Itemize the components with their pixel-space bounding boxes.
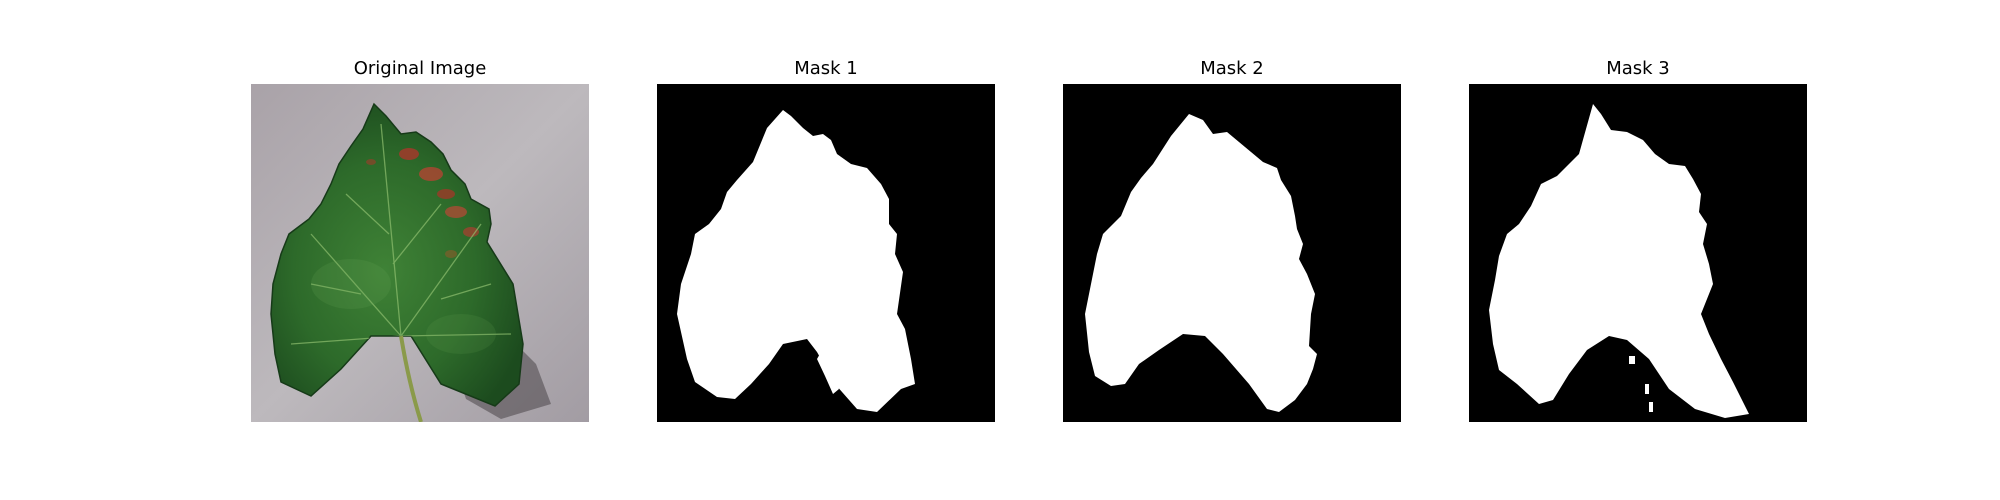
leaf: [270, 102, 524, 407]
mask-2-panel: [1063, 84, 1401, 422]
mask-1-panel: [657, 84, 995, 422]
panel-title-mask-3: Mask 3: [1606, 58, 1670, 79]
mask-2-image: [1063, 84, 1401, 422]
leaf-texture: [290, 123, 512, 354]
panel-title-mask-2: Mask 2: [1200, 58, 1264, 79]
original-leaf-photo: [251, 84, 589, 422]
mask-2-region: [1085, 114, 1317, 412]
leaf-stem: [399, 335, 423, 422]
original-image-panel: [251, 84, 589, 422]
mask-1-region: [677, 110, 915, 412]
mask-3-region: [1489, 104, 1749, 418]
mask-1-image: [657, 84, 995, 422]
panel-title-mask-1: Mask 1: [794, 58, 858, 79]
mask-3-image: [1469, 84, 1807, 422]
mask-3-panel: [1469, 84, 1807, 422]
panel-title-original-image: Original Image: [353, 58, 487, 79]
